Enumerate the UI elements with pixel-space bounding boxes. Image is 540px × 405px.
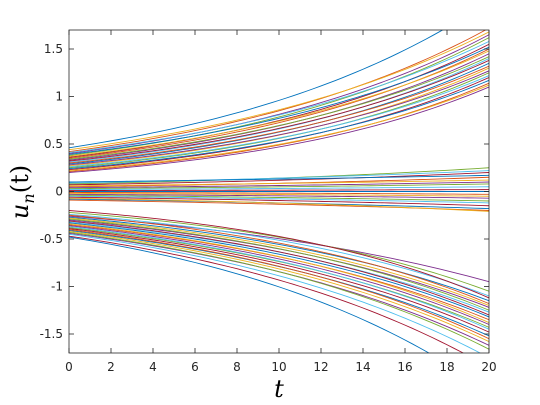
series-line-39: [69, 193, 489, 199]
series-line-3: [69, 31, 489, 151]
series-line-16: [69, 65, 489, 164]
series-line-42: [69, 196, 489, 207]
series-line-38: [69, 192, 489, 197]
series-line-60: [69, 225, 489, 325]
x-tick-label-2: 2: [107, 360, 115, 374]
series-line-40: [69, 194, 489, 202]
series-line-33: [69, 183, 489, 190]
x-axis-label: t: [274, 375, 284, 403]
y-tick-label-7: -1.5: [40, 327, 63, 341]
series-line-23: [69, 82, 489, 172]
x-axis: 0 2 4 6 8 10 12 14 16 18 20: [65, 30, 497, 374]
series-line-14: [69, 59, 489, 162]
x-tick-label-5: 8: [233, 360, 241, 374]
series-line-4: [69, 34, 489, 154]
x-tick-label-4: 6: [191, 360, 199, 374]
series-line-32: [69, 181, 489, 189]
y-tick-label-6: -1: [51, 280, 63, 294]
series-line-56: [69, 220, 489, 316]
series-line-48: [69, 213, 489, 297]
y-tick-label-5: -0.5: [40, 232, 63, 246]
y-tick-label-2: 1: [55, 90, 63, 104]
x-tick-label-8: 14: [355, 360, 370, 374]
series-line-54: [69, 218, 489, 311]
series-line-31: [69, 179, 489, 187]
y-axis-label: un(t): [6, 165, 38, 219]
y-tick-label-1: 1.5: [44, 42, 63, 56]
series-line-59: [69, 223, 489, 324]
y-tick-label-3: 0.5: [44, 137, 63, 151]
series-line-2: [69, 30, 487, 153]
series-line-20: [69, 75, 489, 168]
y-axis-label-tail: (t): [6, 165, 34, 193]
series-line-22: [69, 79, 489, 170]
series-line-25: [69, 86, 489, 173]
y-axis-label-main: u: [6, 204, 34, 219]
series-line-27: [69, 170, 489, 184]
series-line-47: [69, 211, 489, 292]
series-line-45: [69, 197, 489, 212]
series-line-13: [69, 58, 489, 163]
series-line-51: [69, 214, 489, 305]
series-line-35: [69, 189, 489, 191]
series-line-50: [69, 216, 489, 302]
series-line-66: [69, 230, 489, 343]
series-line-34: [69, 186, 489, 191]
series-line-8: [69, 46, 489, 155]
series-line-18: [69, 70, 489, 166]
series-line-41: [69, 195, 489, 204]
x-tick-label-6: 10: [271, 360, 286, 374]
series-line-37: [69, 192, 489, 195]
series-line-63: [69, 228, 489, 333]
series-line-1: [69, 30, 444, 149]
x-tick-label-10: 18: [439, 360, 454, 374]
series-line-69: [69, 233, 481, 353]
x-tick-label-11: 20: [481, 360, 496, 374]
y-tick-label-4: 0: [55, 185, 63, 199]
y-axis-label-subscript: n: [19, 193, 38, 203]
x-tick-label-1: 0: [65, 360, 73, 374]
series-line-52: [69, 217, 489, 306]
series-line-62: [69, 226, 489, 330]
series-line-5: [69, 37, 489, 156]
series-line-57: [69, 222, 489, 318]
series-line-68: [69, 231, 489, 350]
series-line-65: [69, 229, 489, 340]
series-line-24: [69, 84, 489, 172]
series-line-49: [69, 210, 489, 299]
series-line-29: [69, 174, 489, 183]
series-line-28: [69, 172, 489, 186]
series-line-10: [69, 50, 489, 157]
y-axis: 1.5 1 0.5 0 -0.5 -1 -1.5: [40, 42, 489, 341]
series-line-6: [69, 40, 489, 153]
series-line-12: [69, 56, 489, 160]
x-tick-label-7: 12: [313, 360, 328, 374]
x-tick-label-9: 16: [397, 360, 412, 374]
series-line-71: [69, 236, 430, 353]
series-group: [69, 30, 489, 353]
x-tick-label-3: 4: [149, 360, 157, 374]
series-line-70: [69, 235, 465, 353]
